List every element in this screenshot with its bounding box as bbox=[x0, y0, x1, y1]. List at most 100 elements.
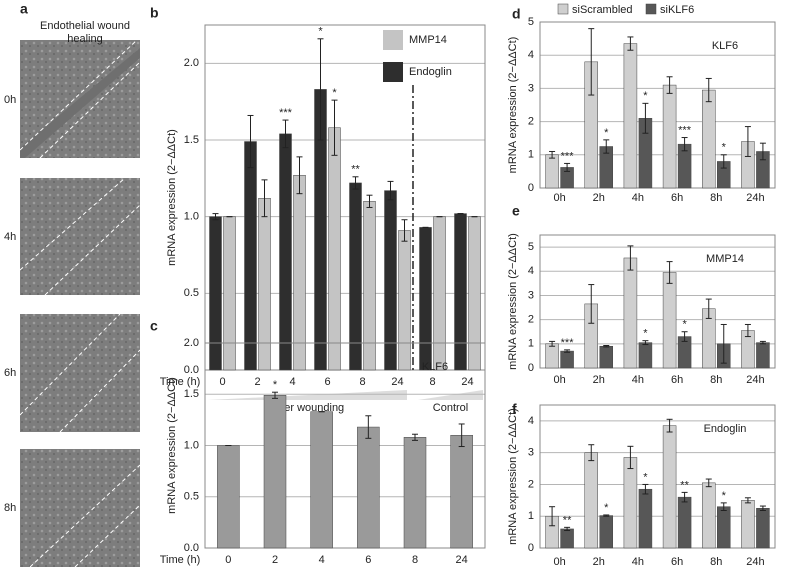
bar bbox=[638, 488, 653, 549]
panel-label: e bbox=[512, 203, 520, 219]
bar bbox=[623, 457, 638, 549]
group-label: After wounding bbox=[271, 402, 344, 414]
error-bar bbox=[744, 323, 751, 338]
chart-title: KLF6 bbox=[712, 40, 738, 52]
error-bar bbox=[588, 444, 595, 462]
error-bar bbox=[588, 28, 595, 96]
x-tick-label: 6h bbox=[671, 556, 683, 568]
error-bar bbox=[642, 483, 649, 495]
bar bbox=[717, 506, 731, 549]
x-tick-label: 24 bbox=[456, 554, 468, 566]
error-bar bbox=[666, 418, 673, 433]
x-tick-label: 8h bbox=[710, 374, 722, 386]
x-tick-label: 6h bbox=[671, 374, 683, 386]
bar bbox=[545, 154, 559, 189]
error-bar bbox=[705, 77, 712, 103]
error-bar bbox=[627, 36, 634, 51]
significance: * bbox=[332, 87, 337, 99]
x-tick-label: 4h bbox=[632, 192, 644, 204]
error-bar bbox=[261, 179, 268, 218]
significance: * bbox=[722, 142, 727, 154]
x-tick-label: 4 bbox=[319, 554, 325, 566]
y-axis-label: mRNA expression (2−ΔΔCt) bbox=[166, 377, 178, 514]
error-bar bbox=[282, 119, 289, 149]
x-tick-label: 6 bbox=[365, 554, 371, 566]
error-bar bbox=[365, 415, 372, 439]
bar bbox=[662, 272, 677, 369]
y-tick-label: 1.0 bbox=[184, 439, 199, 451]
error-bar bbox=[627, 445, 634, 470]
error-bar bbox=[317, 38, 324, 141]
significance: *** bbox=[561, 337, 575, 349]
legend-label: MMP14 bbox=[409, 34, 447, 46]
bar bbox=[349, 182, 362, 371]
bar bbox=[560, 350, 574, 369]
x-tick-label: 2h bbox=[593, 192, 605, 204]
x-tick-label: 8 bbox=[412, 554, 418, 566]
y-axis-label: mRNA expression (2−ΔΔCt) bbox=[507, 233, 519, 370]
bar bbox=[403, 437, 427, 549]
y-tick-label: 1.5 bbox=[184, 134, 199, 146]
error-bar bbox=[401, 219, 408, 242]
significance: * bbox=[682, 319, 687, 331]
error-bar bbox=[366, 194, 373, 208]
x-tick-label: 8h bbox=[710, 556, 722, 568]
error-bar bbox=[759, 340, 766, 345]
bar bbox=[623, 43, 638, 189]
y-tick-label: 1.5 bbox=[184, 388, 199, 400]
significance: * bbox=[604, 502, 609, 514]
bar bbox=[741, 500, 755, 549]
bar bbox=[263, 395, 287, 549]
error-bar bbox=[744, 497, 751, 504]
error-bar bbox=[681, 491, 688, 503]
error-bar bbox=[744, 126, 751, 157]
legend-label: siScrambled bbox=[572, 4, 633, 16]
significance: * bbox=[722, 490, 727, 502]
y-tick-label: 2.0 bbox=[184, 337, 199, 349]
error-bar bbox=[564, 349, 571, 353]
bar bbox=[560, 528, 574, 549]
significance: ** bbox=[351, 164, 360, 176]
x-tick-label: 24h bbox=[746, 192, 764, 204]
y-tick-label: 3 bbox=[528, 289, 534, 301]
bar bbox=[545, 343, 559, 369]
y-tick-label: 1 bbox=[528, 149, 534, 161]
significance: *** bbox=[279, 107, 293, 119]
image-label: 6h bbox=[4, 367, 16, 379]
bar bbox=[363, 201, 376, 371]
error-bar bbox=[759, 505, 766, 512]
wedge bbox=[418, 390, 483, 400]
bar bbox=[702, 89, 716, 189]
error-bar bbox=[642, 340, 649, 346]
significance: *** bbox=[561, 150, 575, 162]
y-tick-label: 0.5 bbox=[184, 491, 199, 503]
legend-swatch bbox=[645, 3, 657, 15]
chart-title: Endoglin bbox=[704, 423, 747, 435]
legend-label: Endoglin bbox=[409, 66, 452, 78]
error-bar bbox=[627, 245, 634, 271]
error-bar bbox=[549, 150, 556, 159]
bar bbox=[702, 482, 716, 549]
bar bbox=[756, 342, 770, 369]
bar bbox=[450, 435, 473, 549]
error-bar bbox=[681, 137, 688, 152]
error-bar bbox=[603, 345, 610, 348]
x-tick-label: 0h bbox=[553, 192, 565, 204]
legend-swatch bbox=[383, 30, 403, 50]
y-tick-label: 3 bbox=[528, 82, 534, 94]
bar bbox=[279, 133, 292, 371]
significance: * bbox=[273, 379, 278, 391]
y-axis-label: mRNA expression (2−ΔΔCt) bbox=[507, 37, 519, 174]
image-label: 8h bbox=[4, 502, 16, 514]
x-tick-label: 2h bbox=[593, 374, 605, 386]
significance: * bbox=[643, 90, 648, 102]
bar bbox=[357, 426, 380, 549]
error-bar bbox=[603, 514, 610, 517]
x-axis-label: Time (h) bbox=[160, 554, 201, 566]
significance: ** bbox=[680, 479, 689, 491]
plot-frame bbox=[539, 404, 776, 549]
image-label: 4h bbox=[4, 231, 16, 243]
bar bbox=[599, 515, 613, 549]
x-tick-label: 24 bbox=[461, 376, 473, 388]
